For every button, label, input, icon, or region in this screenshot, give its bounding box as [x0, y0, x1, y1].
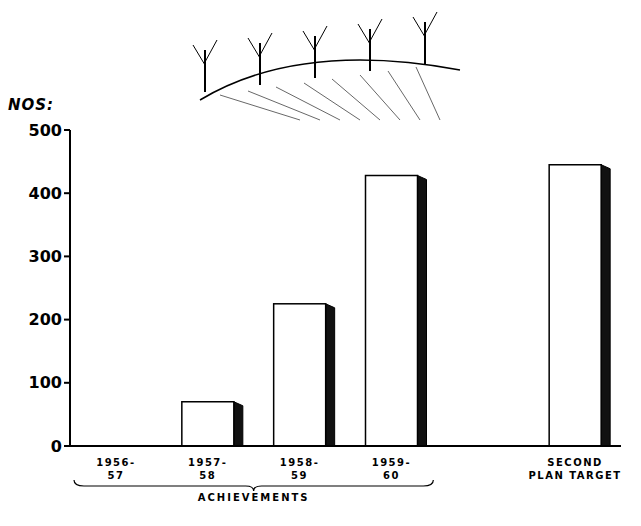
svg-text:0: 0 — [51, 437, 62, 456]
svg-text:300: 300 — [29, 247, 62, 266]
svg-text:58: 58 — [199, 470, 216, 481]
svg-text:60: 60 — [383, 470, 400, 481]
svg-text:100: 100 — [29, 373, 62, 392]
svg-text:59: 59 — [291, 470, 308, 481]
svg-text:57: 57 — [107, 470, 124, 481]
html-text:ACHIEVEMENTS: ACHIEVEMENTS — [197, 492, 310, 503]
svg-text:1957-: 1957- — [188, 457, 227, 468]
svg-text:SECOND: SECOND — [547, 457, 603, 468]
svg-text:500: 500 — [29, 121, 62, 140]
html-text:NOS:: NOS: — [8, 96, 55, 114]
svg-text:1959-: 1959- — [372, 457, 411, 468]
svg-text:1956-: 1956- — [96, 457, 135, 468]
svg-text:1958-: 1958- — [280, 457, 319, 468]
svg-text:PLAN TARGET: PLAN TARGET — [529, 470, 622, 481]
svg-text:200: 200 — [29, 310, 62, 329]
svg-text:400: 400 — [29, 184, 62, 203]
